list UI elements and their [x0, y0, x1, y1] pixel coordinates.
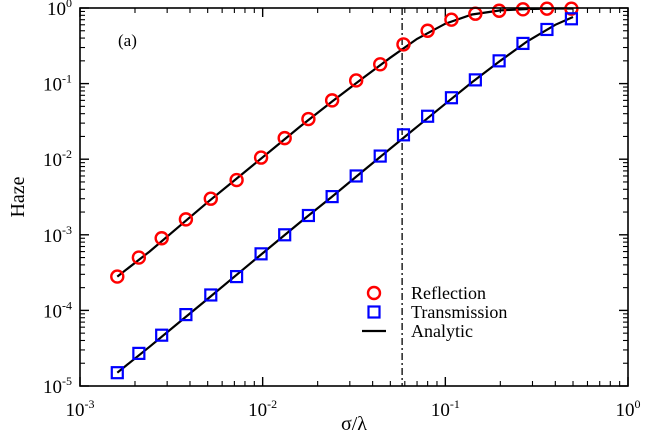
y-tick-label: 100 [47, 0, 72, 20]
legend-label-reflection: Reflection [411, 283, 486, 303]
reflection-point [253, 150, 269, 165]
legend-marker-transmission [367, 305, 381, 319]
reflection-point [396, 37, 411, 52]
transmission-point [349, 169, 363, 183]
reflection-point [301, 111, 316, 127]
reflection-point [277, 130, 292, 146]
x-tick-label: 10-1 [431, 397, 460, 421]
reflection-point [203, 191, 218, 206]
y-axis-title: Haze [7, 176, 29, 217]
transmission-point [492, 54, 506, 68]
reflection-point [229, 172, 244, 188]
transmission-point [155, 328, 169, 342]
x-tick-label: 100 [616, 397, 641, 421]
tick-labels: 10-3 10-2 10-1 100 10-5 10-4 10-3 10-2 10-1 100 [43, 0, 641, 421]
transmission-point [179, 307, 193, 322]
transmission-point [468, 73, 482, 87]
transmission-point [254, 247, 268, 261]
transmission-point [204, 288, 218, 302]
analytic-curve-0 [116, 7, 573, 278]
reflection-point [491, 3, 507, 18]
y-tick-label: 10-1 [43, 72, 72, 96]
reflection-point [420, 23, 435, 38]
transmission-point [373, 149, 387, 163]
reflection-point [154, 231, 169, 246]
transmission-point [325, 190, 339, 204]
transmission-point [110, 366, 124, 380]
x-tick-label: 10-3 [66, 397, 95, 421]
axes-ticks [79, 7, 629, 387]
transmission-point [444, 91, 459, 105]
transmission-point [540, 22, 554, 37]
y-tick-label: 10-3 [43, 223, 72, 247]
legend-marker-reflection [366, 285, 382, 301]
y-tick-label: 10-5 [43, 374, 72, 398]
transmission-point [396, 128, 411, 142]
reflection-point [348, 73, 364, 88]
reflection-point [373, 57, 388, 72]
legend-label-analytic: Analytic [411, 321, 473, 341]
y-tick-label: 10-4 [43, 298, 72, 322]
plot-frame [79, 7, 629, 387]
plot-area [110, 1, 579, 386]
reflection-point [110, 269, 125, 284]
transmission-point [516, 36, 530, 51]
legend-label-transmission: Transmission [411, 302, 507, 322]
reflection-point [324, 93, 340, 108]
reflection-point [515, 2, 531, 17]
transmission-point [132, 346, 146, 360]
x-axis-title: σ/λ [341, 413, 367, 435]
transmission-point [301, 208, 316, 223]
transmission-point [421, 109, 435, 123]
x-tick-label: 10-2 [248, 397, 277, 421]
reflection-point [178, 212, 194, 227]
reflection-point [131, 250, 147, 265]
legend: Reflection Transmission Analytic [362, 283, 507, 341]
reflection-point [444, 12, 459, 27]
transmission-point [564, 12, 579, 26]
y-tick-label: 10-2 [43, 147, 72, 171]
transmission-point [278, 228, 292, 242]
transmission-point [230, 269, 244, 284]
panel-label: (a) [118, 31, 137, 50]
